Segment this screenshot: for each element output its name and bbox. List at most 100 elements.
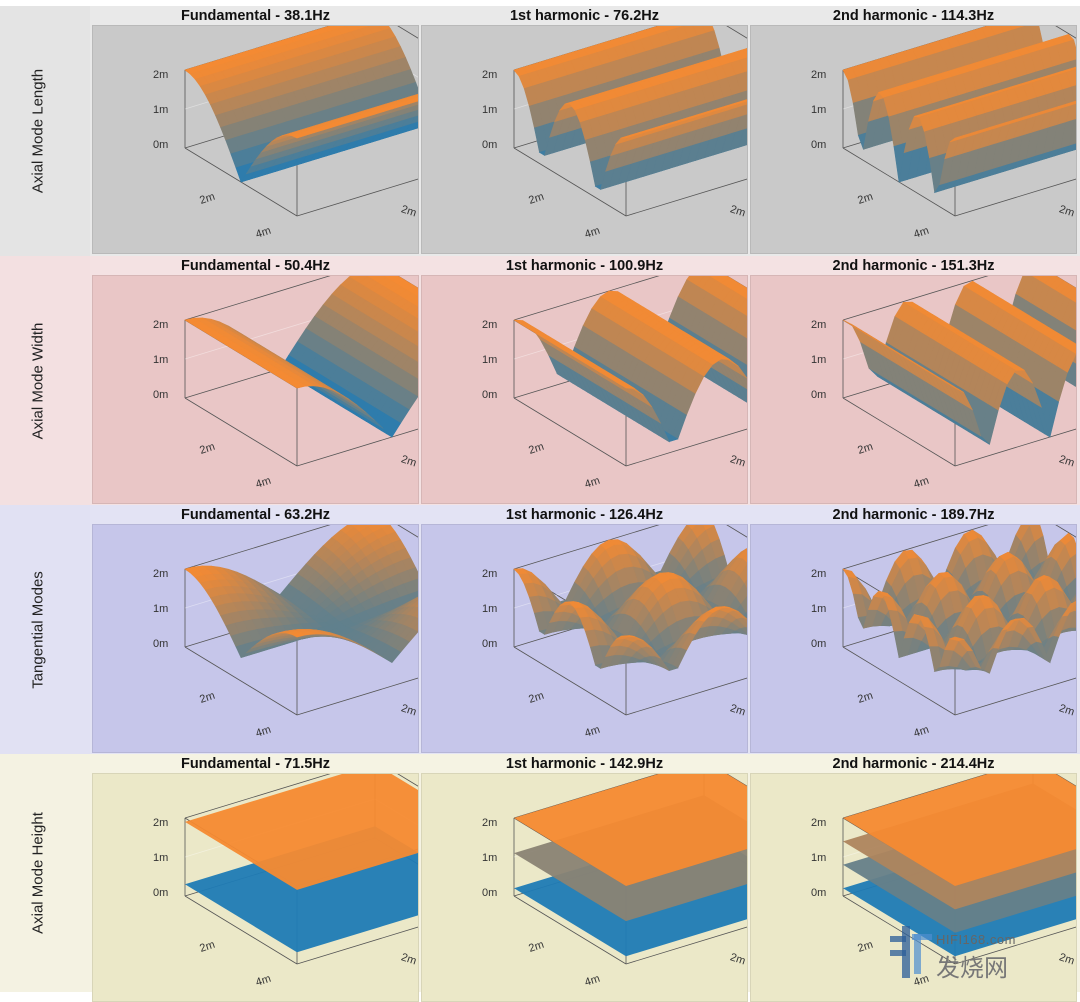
z-tick-label: 1m: [482, 603, 497, 615]
z-tick-label: 2m: [811, 568, 826, 580]
surface-plot-panel: 2m1m0m2m4m0m2m: [750, 524, 1077, 753]
z-tick-label: 2m: [153, 319, 168, 331]
row-label-strip: Axial Mode Width: [0, 256, 90, 505]
x-tick-label: 2m: [400, 453, 418, 469]
surface-plot: 2m1m0m2m4m0m2m: [93, 525, 419, 753]
z-tick-label: 1m: [153, 354, 168, 366]
surface-cell: [418, 91, 419, 97]
y-tick-label: 2m: [527, 441, 545, 457]
surface-plot: 2m1m0m2m4m0m2m: [422, 26, 748, 254]
y-tick-label: 2m: [198, 939, 216, 955]
y-tick-label: 4m: [583, 475, 601, 491]
surface-plot-panel: 2m1m0m2m4m0m2m: [92, 275, 419, 504]
y-tick-label: 4m: [254, 724, 272, 740]
y-tick-label: 4m: [254, 475, 272, 491]
z-tick-label: 1m: [153, 104, 168, 116]
z-tick-label: 2m: [811, 319, 826, 331]
surface-cell: [1076, 615, 1077, 630]
x-tick-label: 2m: [729, 702, 747, 718]
z-tick-label: 0m: [811, 887, 826, 899]
z-tick-label: 2m: [482, 817, 497, 829]
y-tick-label: 4m: [254, 973, 272, 989]
z-tick-label: 2m: [153, 817, 168, 829]
surface-plot-panel: 2m1m0m2m4m0m2m: [421, 25, 748, 254]
y-tick-label: 4m: [912, 724, 930, 740]
x-tick-label: 2m: [1058, 453, 1076, 469]
surface-plot-panel: 2m1m0m2m4m0m2m: [92, 524, 419, 753]
y-tick-label: 4m: [254, 225, 272, 241]
z-tick-label: 0m: [482, 887, 497, 899]
y-tick-label: 4m: [912, 225, 930, 241]
x-tick-label: 2m: [729, 951, 747, 967]
z-tick-label: 0m: [153, 389, 168, 401]
z-tick-label: 1m: [482, 354, 497, 366]
surface-plot-panel: 2m1m0m2m4m0m2m: [750, 25, 1077, 254]
z-tick-label: 0m: [153, 638, 168, 650]
y-tick-label: 4m: [583, 973, 601, 989]
x-tick-label: 2m: [729, 453, 747, 469]
z-tick-label: 2m: [811, 69, 826, 81]
surface-plot-panel: 2m1m0m2m4m0m2m: [421, 275, 748, 504]
z-tick-label: 0m: [811, 638, 826, 650]
z-tick-label: 2m: [482, 319, 497, 331]
y-tick-label: 2m: [856, 441, 874, 457]
y-tick-label: 4m: [912, 475, 930, 491]
box-edge: [626, 657, 748, 715]
y-tick-label: 2m: [527, 690, 545, 706]
surface-plot: 2m1m0m2m4m0m2m: [751, 525, 1077, 753]
z-tick-label: 0m: [153, 887, 168, 899]
row-label: Axial Mode Height: [30, 812, 47, 934]
surface-cell: [514, 569, 528, 575]
y-tick-label: 2m: [856, 191, 874, 207]
z-tick-label: 1m: [811, 603, 826, 615]
z-tick-label: 2m: [482, 568, 497, 580]
surface-cell: [1076, 111, 1077, 148]
surface-plot-panel: 2m1m0m2m4m0m2m: [421, 773, 748, 1002]
z-tick-label: 1m: [482, 104, 497, 116]
surface-cell: [418, 593, 419, 600]
surface-cell: [418, 337, 419, 349]
x-tick-label: 2m: [1058, 702, 1076, 718]
y-tick-label: 2m: [527, 191, 545, 207]
surface-plot: 2m1m0m2m4m0m2m: [93, 26, 419, 254]
y-tick-label: 2m: [527, 939, 545, 955]
y-tick-label: 2m: [856, 690, 874, 706]
z-tick-label: 1m: [153, 603, 168, 615]
y-tick-label: 2m: [856, 939, 874, 955]
surface-plot-panel: 2m1m0m2m4m0m2m: [92, 25, 419, 254]
row-label-strip: Tangential Modes: [0, 505, 90, 754]
surface-plot: 2m1m0m2m4m0m2m: [93, 774, 419, 1002]
z-tick-label: 2m: [482, 69, 497, 81]
surface-plot: 2m1m0m2m4m0m2m: [422, 525, 748, 753]
row-label: Axial Mode Width: [30, 322, 47, 439]
y-tick-label: 2m: [198, 690, 216, 706]
row-label: Axial Mode Length: [30, 69, 47, 193]
surface-plot: 2m1m0m2m4m0m2m: [93, 276, 419, 504]
watermark: HIFI168.com 发烧网: [888, 912, 1058, 982]
z-tick-label: 0m: [811, 389, 826, 401]
watermark-name: 发烧网: [936, 948, 1008, 983]
y-tick-label: 2m: [198, 441, 216, 457]
z-tick-label: 2m: [153, 568, 168, 580]
x-tick-label: 2m: [729, 203, 747, 219]
box-edge: [297, 657, 419, 715]
x-tick-label: 2m: [1058, 203, 1076, 219]
z-tick-label: 1m: [811, 852, 826, 864]
y-tick-label: 4m: [583, 225, 601, 241]
row-label-strip: Axial Mode Length: [0, 6, 90, 256]
surface-cell: [747, 622, 748, 631]
row-label: Tangential Modes: [30, 571, 47, 689]
z-tick-label: 2m: [811, 817, 826, 829]
z-tick-label: 0m: [153, 139, 168, 151]
surface-plot: 2m1m0m2m4m0m2m: [422, 774, 748, 1002]
surface-cell: [747, 124, 748, 145]
z-tick-label: 1m: [811, 104, 826, 116]
z-tick-label: 0m: [811, 139, 826, 151]
surface-cell: [746, 46, 748, 49]
surface-plot: 2m1m0m2m4m0m2m: [422, 276, 748, 504]
x-tick-label: 2m: [400, 203, 418, 219]
surface-plot-panel: 2m1m0m2m4m0m2m: [421, 524, 748, 753]
